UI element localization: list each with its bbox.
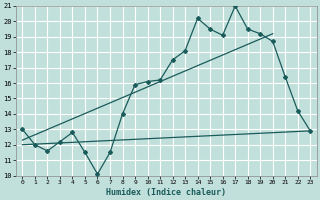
X-axis label: Humidex (Indice chaleur): Humidex (Indice chaleur) xyxy=(106,188,226,197)
